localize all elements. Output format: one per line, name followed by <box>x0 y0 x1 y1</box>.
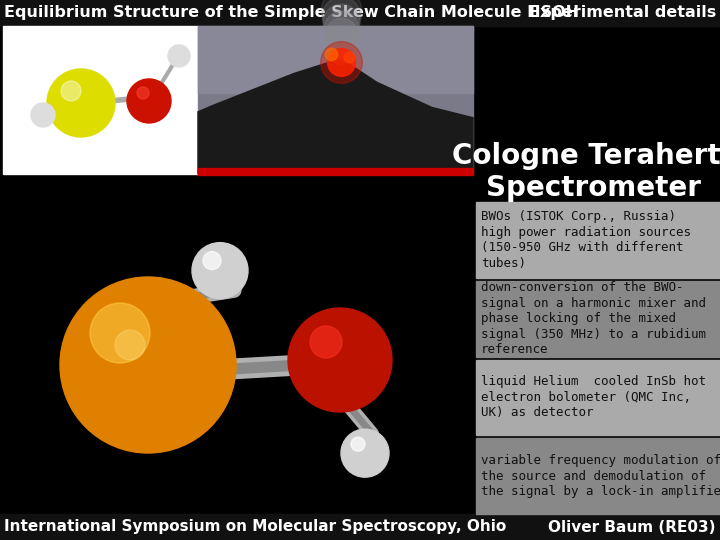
Point <box>336 41 347 50</box>
Circle shape <box>137 87 149 99</box>
Circle shape <box>310 326 342 358</box>
Circle shape <box>341 429 389 477</box>
Bar <box>0 514 720 540</box>
Circle shape <box>115 330 145 360</box>
Text: BWOs (ISTOK Corp., Russia)
high power radiation sources
(150-950 GHz with differ: BWOs (ISTOK Corp., Russia) high power ra… <box>481 210 691 269</box>
Bar <box>476 281 720 356</box>
Circle shape <box>288 308 392 412</box>
Bar <box>198 168 473 175</box>
Circle shape <box>31 103 55 127</box>
Bar <box>476 360 720 435</box>
Point <box>336 57 347 66</box>
Point <box>336 17 347 26</box>
Circle shape <box>168 45 190 67</box>
Circle shape <box>203 252 221 269</box>
Bar <box>198 26 473 174</box>
Text: Equilibrium Structure of the Simple Skew Chain Molecule HSOH: Equilibrium Structure of the Simple Skew… <box>4 5 579 21</box>
Circle shape <box>61 81 81 101</box>
Point <box>336 11 347 20</box>
Text: Oliver Baum (RE03): Oliver Baum (RE03) <box>549 519 716 535</box>
Bar <box>198 26 473 92</box>
Point <box>336 57 347 66</box>
Bar <box>476 202 720 278</box>
Text: variable frequency modulation of
the source and demodulation of
the signal by a : variable frequency modulation of the sou… <box>481 454 720 498</box>
Circle shape <box>60 277 236 453</box>
Point <box>336 5 347 14</box>
Point <box>336 47 347 56</box>
Point <box>336 35 347 44</box>
Point <box>325 49 337 58</box>
Point <box>336 29 347 38</box>
Circle shape <box>351 437 365 451</box>
Circle shape <box>47 69 115 137</box>
Bar <box>0 0 720 26</box>
Polygon shape <box>198 58 473 174</box>
Text: liquid Helium  cooled InSb hot
electron bolometer (QMC Inc,
UK) as detector: liquid Helium cooled InSb hot electron b… <box>481 375 706 420</box>
Bar <box>3 26 198 174</box>
Text: International Symposium on Molecular Spectroscopy, Ohio: International Symposium on Molecular Spe… <box>4 519 506 535</box>
Text: Cologne Terahertz
Spectrometer: Cologne Terahertz Spectrometer <box>451 142 720 202</box>
Bar <box>476 438 720 514</box>
Point <box>336 23 347 32</box>
Point <box>343 52 355 61</box>
Text: down-conversion of the BWO-
signal on a harmonic mixer and
phase locking of the : down-conversion of the BWO- signal on a … <box>481 281 706 356</box>
Circle shape <box>192 242 248 299</box>
Circle shape <box>127 79 171 123</box>
Text: Experimental details: Experimental details <box>528 5 716 21</box>
Circle shape <box>90 303 150 363</box>
